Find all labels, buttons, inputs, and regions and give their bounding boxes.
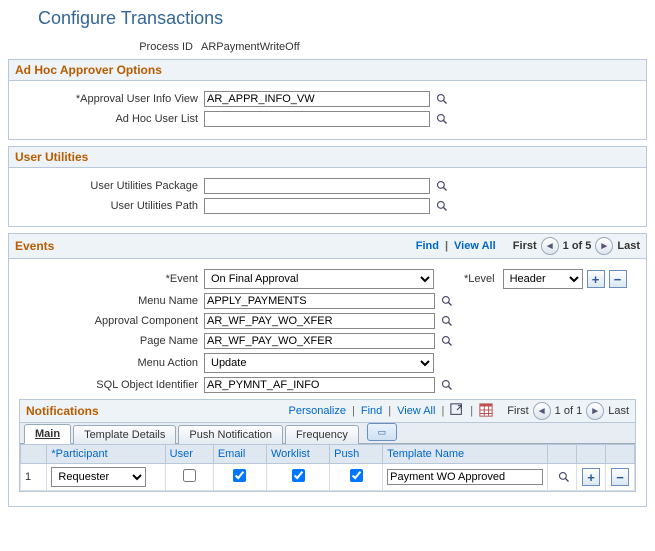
menu-action-label: Menu Action [13,357,204,369]
notif-find-link[interactable]: Find [361,405,382,417]
menu-name-label: Menu Name [13,295,204,307]
user-utilities-section: User Utilities User Utilities Package Us… [8,146,647,227]
tab-main[interactable]: Main [24,424,71,444]
events-section: Events Find | View All First ◄ 1 of 5 ► … [8,233,647,507]
notif-first-label: First [507,405,528,417]
page-title: Configure Transactions [38,8,647,29]
notif-prev-button[interactable]: ◄ [533,402,551,420]
col-user[interactable]: User [165,445,213,464]
push-checkbox[interactable] [350,469,363,482]
page-name-input[interactable] [204,333,435,349]
approval-user-info-view-label: *Approval User Info View [13,93,204,105]
row-delete-button[interactable]: − [611,468,629,486]
user-utilities-package-label: User Utilities Package [13,180,204,192]
notif-next-button[interactable]: ► [586,402,604,420]
adhoc-user-list-label: Ad Hoc User List [13,113,204,125]
lookup-icon[interactable] [434,198,450,214]
events-add-button[interactable]: + [587,270,605,288]
tab-template-details[interactable]: Template Details [73,425,176,444]
event-label: *Event [13,273,204,285]
events-delete-button[interactable]: − [609,270,627,288]
events-first-label: First [513,240,537,252]
user-checkbox[interactable] [183,469,196,482]
tab-push-notification[interactable]: Push Notification [178,425,283,444]
row-num: 1 [21,464,47,491]
lookup-icon[interactable] [439,313,455,329]
template-name-input[interactable] [387,469,543,485]
level-select[interactable]: Header [503,269,583,289]
col-num [21,445,47,464]
user-utilities-path-input[interactable] [204,198,430,214]
menu-name-input[interactable] [204,293,435,309]
events-title: Events [15,239,54,253]
email-checkbox[interactable] [233,469,246,482]
events-last-label: Last [617,240,640,252]
row-add-button[interactable]: + [582,468,600,486]
notif-viewall-link[interactable]: View All [397,405,435,417]
menu-action-select[interactable]: Update [204,353,434,373]
process-id-value: ARPaymentWriteOff [199,41,300,53]
col-worklist[interactable]: Worklist [266,445,329,464]
notif-count: 1 of 1 [555,405,583,417]
col-push[interactable]: Push [330,445,383,464]
zoom-icon[interactable] [450,403,464,420]
user-utilities-path-label: User Utilities Path [13,200,204,212]
events-prev-button[interactable]: ◄ [541,237,559,255]
lookup-icon[interactable] [434,111,450,127]
events-viewall-link[interactable]: View All [454,240,496,252]
lookup-icon[interactable] [439,293,455,309]
lookup-icon[interactable] [556,469,572,485]
page-name-label: Page Name [13,335,204,347]
lookup-icon[interactable] [439,333,455,349]
event-select[interactable]: On Final Approval [204,269,434,289]
approval-component-input[interactable] [204,313,435,329]
lookup-icon[interactable] [434,91,450,107]
approval-user-info-view-input[interactable] [204,91,430,107]
notif-last-label: Last [608,405,629,417]
col-participant[interactable]: *Participant [47,445,165,464]
level-label: *Level [464,273,499,285]
sql-object-identifier-label: SQL Object Identifier [13,379,204,391]
col-email[interactable]: Email [213,445,266,464]
participant-select[interactable]: Requester [51,467,146,487]
adhoc-user-list-input[interactable] [204,111,430,127]
notif-tabs: Main Template Details Push Notification … [20,423,635,444]
process-id-label: Process ID [8,41,199,53]
notifications-title: Notifications [26,404,99,418]
user-utilities-package-input[interactable] [204,178,430,194]
notif-personalize-link[interactable]: Personalize [289,405,346,417]
pipe: | [443,240,450,252]
user-utilities-title: User Utilities [15,150,88,164]
col-template[interactable]: Template Name [383,445,548,464]
events-find-link[interactable]: Find [416,240,439,252]
adhoc-title: Ad Hoc Approver Options [15,63,162,77]
approval-component-label: Approval Component [13,315,204,327]
sql-object-identifier-input[interactable] [204,377,435,393]
table-row: 1 Requester [21,464,635,491]
spreadsheet-icon[interactable] [479,403,493,420]
lookup-icon[interactable] [439,377,455,393]
notifications-section: Notifications Personalize | Find | View … [19,399,636,492]
lookup-icon[interactable] [434,178,450,194]
events-next-button[interactable]: ► [595,237,613,255]
tab-expand-button[interactable]: ▭ [367,423,397,441]
events-count: 1 of 5 [563,240,592,252]
tab-frequency[interactable]: Frequency [285,425,359,444]
notif-grid: *Participant User Email Worklist Push Te… [20,444,635,491]
adhoc-section: Ad Hoc Approver Options *Approval User I… [8,59,647,140]
worklist-checkbox[interactable] [292,469,305,482]
